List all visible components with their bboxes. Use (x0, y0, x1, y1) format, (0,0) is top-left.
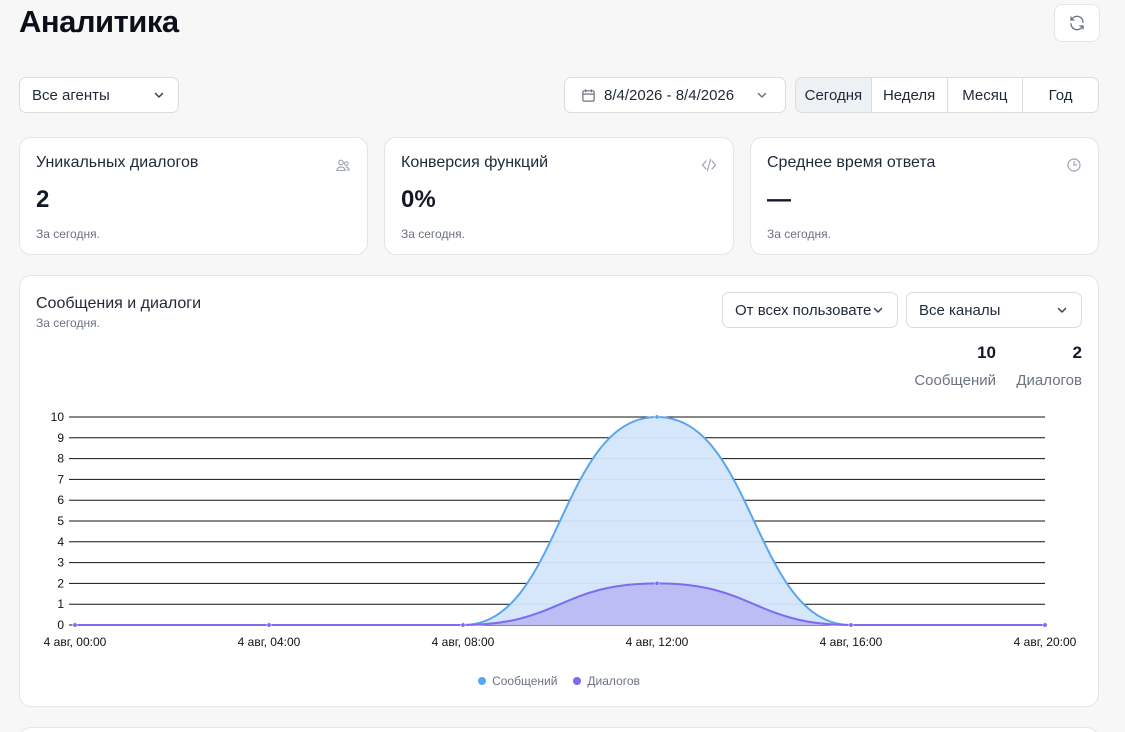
date-range-value: 8/4/2026 - 8/4/2026 (604, 86, 735, 104)
card-value: 2 (36, 186, 50, 213)
data-point (460, 622, 466, 628)
chevron-down-icon (1055, 303, 1069, 317)
channels-filter-select[interactable]: Все каналы (906, 292, 1082, 328)
users-filter-value: От всех пользователей (735, 301, 871, 319)
period-month-button[interactable]: Месяц (946, 78, 1023, 112)
data-point (654, 414, 660, 420)
y-tick-label: 5 (57, 514, 64, 528)
refresh-button[interactable] (1054, 4, 1100, 42)
period-toggle-group: Сегодня Неделя Месяц Год (795, 77, 1099, 113)
period-year-button[interactable]: Год (1022, 78, 1098, 112)
messages-stat-value: 10 (977, 343, 996, 362)
date-range-picker[interactable]: 8/4/2026 - 8/4/2026 (564, 77, 786, 113)
card-title: Среднее время ответа (767, 154, 936, 171)
refresh-icon (1070, 15, 1084, 31)
users-icon (336, 159, 350, 172)
chart-section-title: Сообщения и диалоги (36, 295, 202, 312)
unique-dialogs-card: Уникальных диалогов 2 За сегодня. (19, 137, 368, 255)
y-tick-label: 0 (57, 618, 64, 632)
calendar-icon (581, 88, 596, 103)
data-point (266, 622, 272, 628)
dialogs-stat-label: Диалогов (1016, 372, 1082, 389)
y-tick-label: 6 (57, 493, 64, 507)
x-tick-label: 4 авг, 12:00 (626, 635, 689, 649)
legend-label-dialogs: Диалогов (587, 674, 640, 688)
y-tick-label: 3 (57, 556, 64, 570)
chart-section-subtitle: За сегодня. (36, 316, 100, 330)
chevron-down-icon (871, 303, 885, 317)
page-title: Аналитика (19, 4, 179, 39)
dialogs-stat: 2 Диалогов (1016, 343, 1082, 389)
y-tick-label: 8 (57, 452, 64, 466)
period-week-button[interactable]: Неделя (870, 78, 947, 112)
messages-stat: 10 Сообщений (914, 343, 996, 389)
y-tick-label: 9 (57, 431, 64, 445)
messages-dialogs-chart-card: Сообщения и диалоги За сегодня. От всех … (19, 275, 1099, 707)
legend-swatch-messages (478, 677, 487, 685)
x-tick-label: 4 авг, 16:00 (820, 635, 883, 649)
y-tick-label: 4 (57, 535, 64, 549)
dialogs-stat-value: 2 (1072, 343, 1082, 362)
chevron-down-icon (755, 88, 769, 102)
data-point (1042, 622, 1048, 628)
card-title: Конверсия функций (401, 154, 549, 171)
clock-icon (1067, 158, 1081, 172)
legend-swatch-dialogs (573, 677, 582, 685)
data-point (654, 580, 660, 586)
chart-legend: Сообщений Диалогов (20, 674, 1098, 688)
code-icon (701, 158, 717, 172)
card-subtitle: За сегодня. (36, 227, 100, 241)
x-tick-label: 4 авг, 00:00 (44, 635, 107, 649)
card-value: 0% (401, 186, 436, 213)
chevron-down-icon (152, 88, 166, 102)
period-today-button[interactable]: Сегодня (796, 78, 871, 112)
legend-label-messages: Сообщений (492, 674, 558, 688)
x-tick-label: 4 авг, 08:00 (432, 635, 495, 649)
messages-stat-label: Сообщений (914, 372, 996, 389)
card-value: — (767, 186, 791, 213)
agent-select[interactable]: Все агенты (19, 77, 179, 113)
avg-response-time-card: Среднее время ответа — За сегодня. (750, 137, 1099, 255)
y-tick-label: 1 (57, 597, 64, 611)
next-section-card (19, 727, 1099, 732)
legend-item-messages[interactable]: Сообщений (478, 674, 557, 688)
data-point (848, 622, 854, 628)
data-point (72, 622, 78, 628)
users-filter-select[interactable]: От всех пользователей (722, 292, 898, 328)
card-subtitle: За сегодня. (401, 227, 465, 241)
function-conversion-card: Конверсия функций 0% За сегодня. (384, 137, 734, 255)
x-tick-label: 4 авг, 20:00 (1014, 635, 1077, 649)
area-chart: 0 1 2 3 4 5 6 7 8 9 10 4 авг, 00:00 4 авг, 04:00 4 ав… (44, 410, 1077, 649)
channels-filter-value: Все каналы (919, 301, 1001, 319)
series-line-1 (75, 582, 1045, 626)
x-tick-label: 4 авг, 04:00 (238, 635, 301, 649)
legend-item-dialogs[interactable]: Диалогов (573, 674, 640, 688)
card-subtitle: За сегодня. (767, 227, 831, 241)
agent-select-value: Все агенты (32, 86, 110, 104)
y-tick-label: 2 (57, 576, 64, 590)
y-tick-label: 7 (57, 472, 64, 486)
card-title: Уникальных диалогов (36, 154, 199, 171)
y-tick-label: 10 (51, 410, 65, 424)
